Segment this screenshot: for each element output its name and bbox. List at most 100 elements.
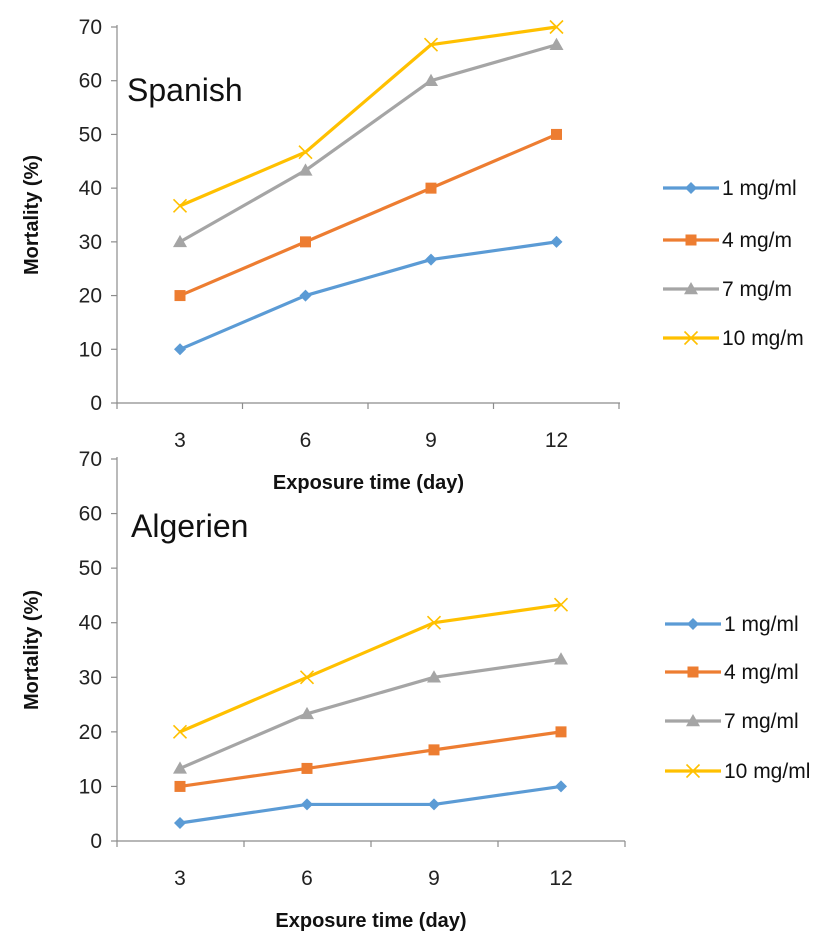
y-tick-label: 50 <box>79 123 102 146</box>
data-point <box>300 706 314 720</box>
data-point <box>301 798 313 811</box>
data-point <box>172 724 188 739</box>
x-axis-title: Exposure time (day) <box>275 910 466 932</box>
x-tick-label: 12 <box>549 867 572 890</box>
y-tick-label: 70 <box>79 16 102 39</box>
data-point <box>300 236 311 248</box>
legend-label: 7 mg/m <box>722 278 792 301</box>
series-3 <box>173 37 564 248</box>
legend-label: 1 mg/ml <box>722 177 797 200</box>
x-marker-stroke <box>549 19 564 35</box>
chart-panel-2: 0 10 20 30 40 50 60 70 3 6 9 12 Exposure time (day) M… <box>21 448 810 932</box>
y-tick-label: 30 <box>79 666 102 689</box>
legend-item: 7 mg/ml <box>665 710 799 733</box>
series-4 <box>172 19 564 213</box>
series-2 <box>174 726 567 792</box>
legend-label: 10 mg/ml <box>724 760 810 783</box>
series-line <box>179 25 557 208</box>
data-point <box>549 19 564 35</box>
x-marker-stroke <box>172 198 188 213</box>
series-line <box>179 132 558 298</box>
data-point <box>553 597 569 612</box>
x-marker-stroke <box>685 763 701 779</box>
y-tick-label: 10 <box>79 338 102 361</box>
legend-item: 4 mg/m <box>663 229 792 252</box>
series-line <box>179 603 562 734</box>
y-tick-label: 50 <box>79 557 102 580</box>
y-axis-title: Mortality (%) <box>21 590 43 710</box>
series-line <box>179 657 562 770</box>
y-tick-label: 10 <box>79 775 102 798</box>
data-point <box>299 289 312 302</box>
chart-title: Spanish <box>127 72 243 108</box>
legend-item: 10 mg/ml <box>665 760 810 783</box>
y-tick-label: 20 <box>79 285 102 308</box>
data-point <box>425 182 437 194</box>
series-line <box>179 730 562 789</box>
chart-title: Algerien <box>131 508 248 544</box>
chart-panel-1: 0 10 20 30 40 50 60 70 3 6 9 12 Exposure time (day) M… <box>21 16 804 494</box>
legend-marker <box>685 234 697 246</box>
x-marker-stroke <box>172 724 188 739</box>
x-axis-title: Exposure time (day) <box>273 472 464 494</box>
y-tick-label: 40 <box>79 177 102 200</box>
legend-label: 1 mg/ml <box>724 613 799 636</box>
x-tick-label: 3 <box>174 429 186 452</box>
series-1 <box>174 235 563 356</box>
series-4 <box>172 597 569 739</box>
data-point <box>551 128 562 140</box>
axes: 0 10 20 30 40 50 60 70 3 6 9 12 <box>79 16 620 452</box>
data-point <box>298 145 313 160</box>
data-point <box>298 163 313 176</box>
legend-marker <box>685 182 697 194</box>
y-axis-title: Mortality (%) <box>21 155 43 275</box>
y-tick-label: 60 <box>79 70 102 93</box>
legend-item: 1 mg/ml <box>663 177 797 200</box>
data-point <box>427 670 441 683</box>
data-point <box>172 198 188 213</box>
y-tick-label: 40 <box>79 612 102 635</box>
x-tick-label: 9 <box>425 429 437 452</box>
y-tick-label: 60 <box>79 503 102 526</box>
legend-marker <box>687 618 699 630</box>
legend-item: 7 mg/m <box>663 278 792 301</box>
data-point <box>173 234 187 248</box>
data-point <box>174 816 186 829</box>
data-point <box>174 780 186 792</box>
series-1 <box>174 780 567 829</box>
legend-marker <box>683 330 699 346</box>
x-marker-stroke <box>553 597 569 612</box>
legend-marker <box>687 666 699 678</box>
data-point <box>173 761 187 774</box>
data-point <box>174 290 186 302</box>
legend-label: 10 mg/m <box>722 327 804 350</box>
x-tick-label: 6 <box>301 867 313 890</box>
legend-label: 7 mg/ml <box>724 710 799 733</box>
y-tick-label: 30 <box>79 231 102 254</box>
x-marker-stroke <box>426 615 442 630</box>
axes: 0 10 20 30 40 50 60 70 3 6 9 12 <box>79 448 626 890</box>
data-point <box>549 37 564 50</box>
y-tick-label: 0 <box>90 830 102 853</box>
legend-marker <box>685 763 701 779</box>
x-tick-label: 6 <box>300 429 312 452</box>
data-point <box>554 652 568 665</box>
data-point <box>428 798 440 811</box>
data-point <box>428 744 440 756</box>
legend-label: 4 mg/m <box>722 229 792 252</box>
data-point <box>424 73 438 86</box>
data-point <box>555 726 567 738</box>
data-point <box>301 762 313 774</box>
legend-marker <box>684 282 698 295</box>
legend-item: 10 mg/m <box>663 327 804 350</box>
x-tick-label: 12 <box>545 429 568 452</box>
series-3 <box>173 652 568 774</box>
data-point <box>425 253 437 266</box>
x-tick-label: 9 <box>428 867 440 890</box>
series-line <box>179 43 557 244</box>
legend-item: 1 mg/ml <box>665 613 799 636</box>
x-tick-label: 3 <box>174 867 186 890</box>
x-marker-stroke <box>423 37 439 52</box>
